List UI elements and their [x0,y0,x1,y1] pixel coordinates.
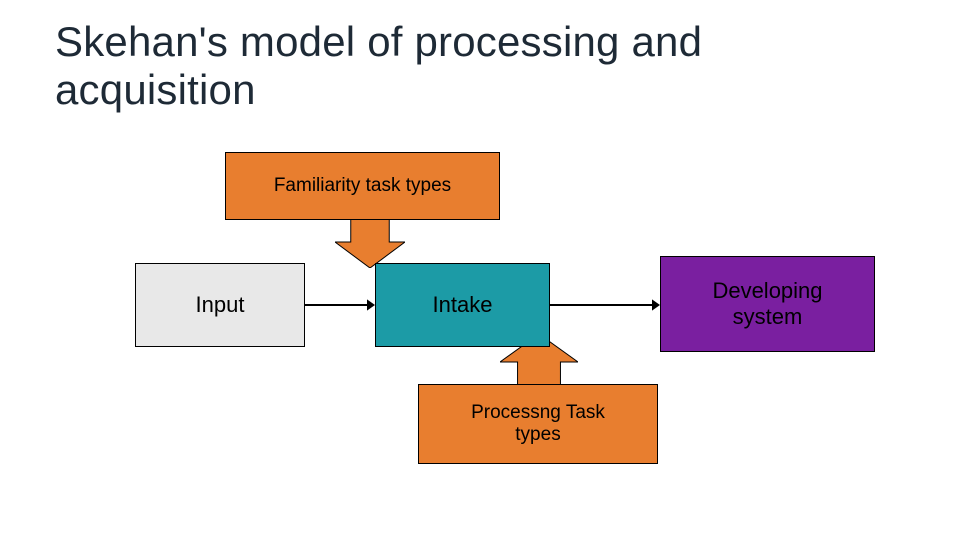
node-intake: Intake [375,263,550,347]
diagram-stage: Skehan's model of processing and acquisi… [0,0,960,540]
arrow-input-to-intake [305,295,375,315]
node-label: Processng Task types [455,402,622,446]
node-developing-system: Developing system [660,256,875,352]
node-input: Input [135,263,305,347]
node-familiarity-task-types: Familiarity task types [225,152,500,220]
node-label: Input [196,292,245,318]
node-label: Intake [433,292,493,318]
node-label: Familiarity task types [274,175,451,197]
node-label: Developing system [682,278,852,330]
node-processing-task-types: Processng Task types [418,384,658,464]
arrow-familiarity-down [335,216,405,268]
arrow-intake-to-developing [550,295,660,315]
page-title: Skehan's model of processing and acquisi… [55,18,875,115]
